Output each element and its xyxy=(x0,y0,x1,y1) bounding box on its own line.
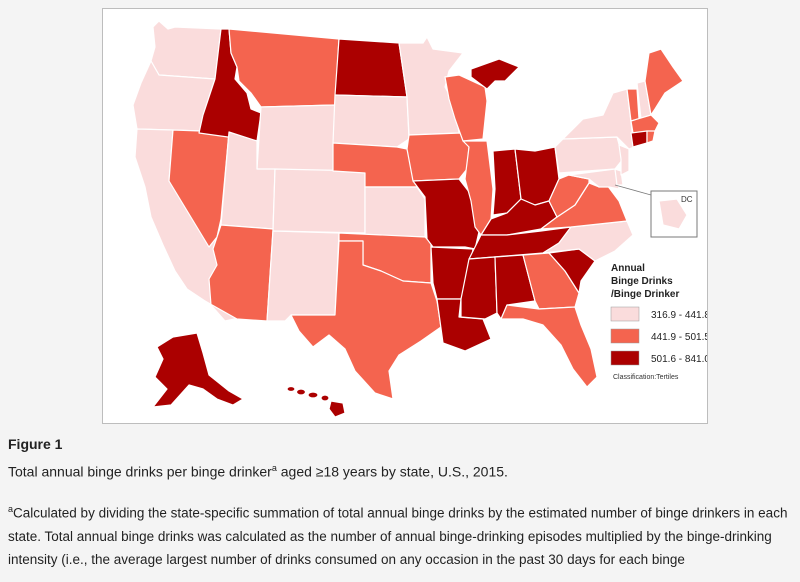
state-new-jersey xyxy=(618,144,630,176)
footnote-text: Calculated by dividing the state-specifi… xyxy=(8,505,788,567)
legend-title-line-1: Annual xyxy=(611,263,645,274)
state-kentucky xyxy=(480,198,558,236)
legend-label-low: 316.9 - 441.8 xyxy=(651,310,707,321)
legend-label-mid: 441.9 - 501.5 xyxy=(651,332,707,343)
legend-title-line-2: Binge Drinks xyxy=(611,276,673,287)
caption-superscript: a xyxy=(271,463,277,473)
state-hawaii xyxy=(286,385,346,418)
state-illinois xyxy=(462,140,494,236)
dc-inset: DC xyxy=(614,184,698,238)
state-pennsylvania xyxy=(554,136,624,174)
state-iowa xyxy=(406,132,470,182)
state-new-mexico xyxy=(266,230,340,322)
state-alaska xyxy=(152,332,244,408)
state-florida xyxy=(500,304,598,388)
state-massachusetts xyxy=(630,114,660,134)
state-west-virginia xyxy=(548,174,590,218)
map-frame: DC Annual Binge Drinks /Binge Drinker 31… xyxy=(102,8,708,424)
legend-classification-note: Classification:Tertiles xyxy=(613,374,679,381)
state-washington xyxy=(150,20,222,80)
us-choropleth-map: DC Annual Binge Drinks /Binge Drinker 31… xyxy=(132,20,707,418)
state-south-dakota xyxy=(332,94,410,148)
state-dc xyxy=(658,198,688,230)
state-colorado xyxy=(272,168,366,234)
figure-footnote: aCalculated by dividing the state-specif… xyxy=(8,498,794,571)
state-maine xyxy=(644,48,684,116)
figure-caption: Total annual binge drinks per binge drin… xyxy=(8,463,508,480)
state-michigan xyxy=(470,58,520,90)
legend-swatch-low xyxy=(610,306,640,322)
dc-inset-label: DC xyxy=(681,195,693,204)
state-wyoming xyxy=(256,104,336,172)
state-texas xyxy=(290,240,442,400)
legend-title-line-3: /Binge Drinker xyxy=(611,289,679,300)
state-rhode-island xyxy=(646,130,656,144)
state-kansas xyxy=(364,186,426,238)
state-wisconsin xyxy=(444,74,488,142)
caption-text-end: aged ≥18 years by state, U.S., 2015. xyxy=(276,463,508,480)
state-north-carolina xyxy=(542,220,634,262)
figure-label: Figure 1 xyxy=(8,436,63,452)
caption-text: Total annual binge drinks per binge drin… xyxy=(8,463,272,480)
legend-swatch-mid xyxy=(610,328,640,344)
footnote-marker: a xyxy=(8,504,14,514)
state-connecticut xyxy=(630,130,648,148)
legend-label-high: 501.6 - 841.0 xyxy=(651,354,707,365)
state-north-dakota xyxy=(334,38,408,98)
state-missouri xyxy=(412,178,482,250)
map-legend: Annual Binge Drinks /Binge Drinker 316.9… xyxy=(610,263,707,381)
legend-swatch-high xyxy=(610,350,640,366)
